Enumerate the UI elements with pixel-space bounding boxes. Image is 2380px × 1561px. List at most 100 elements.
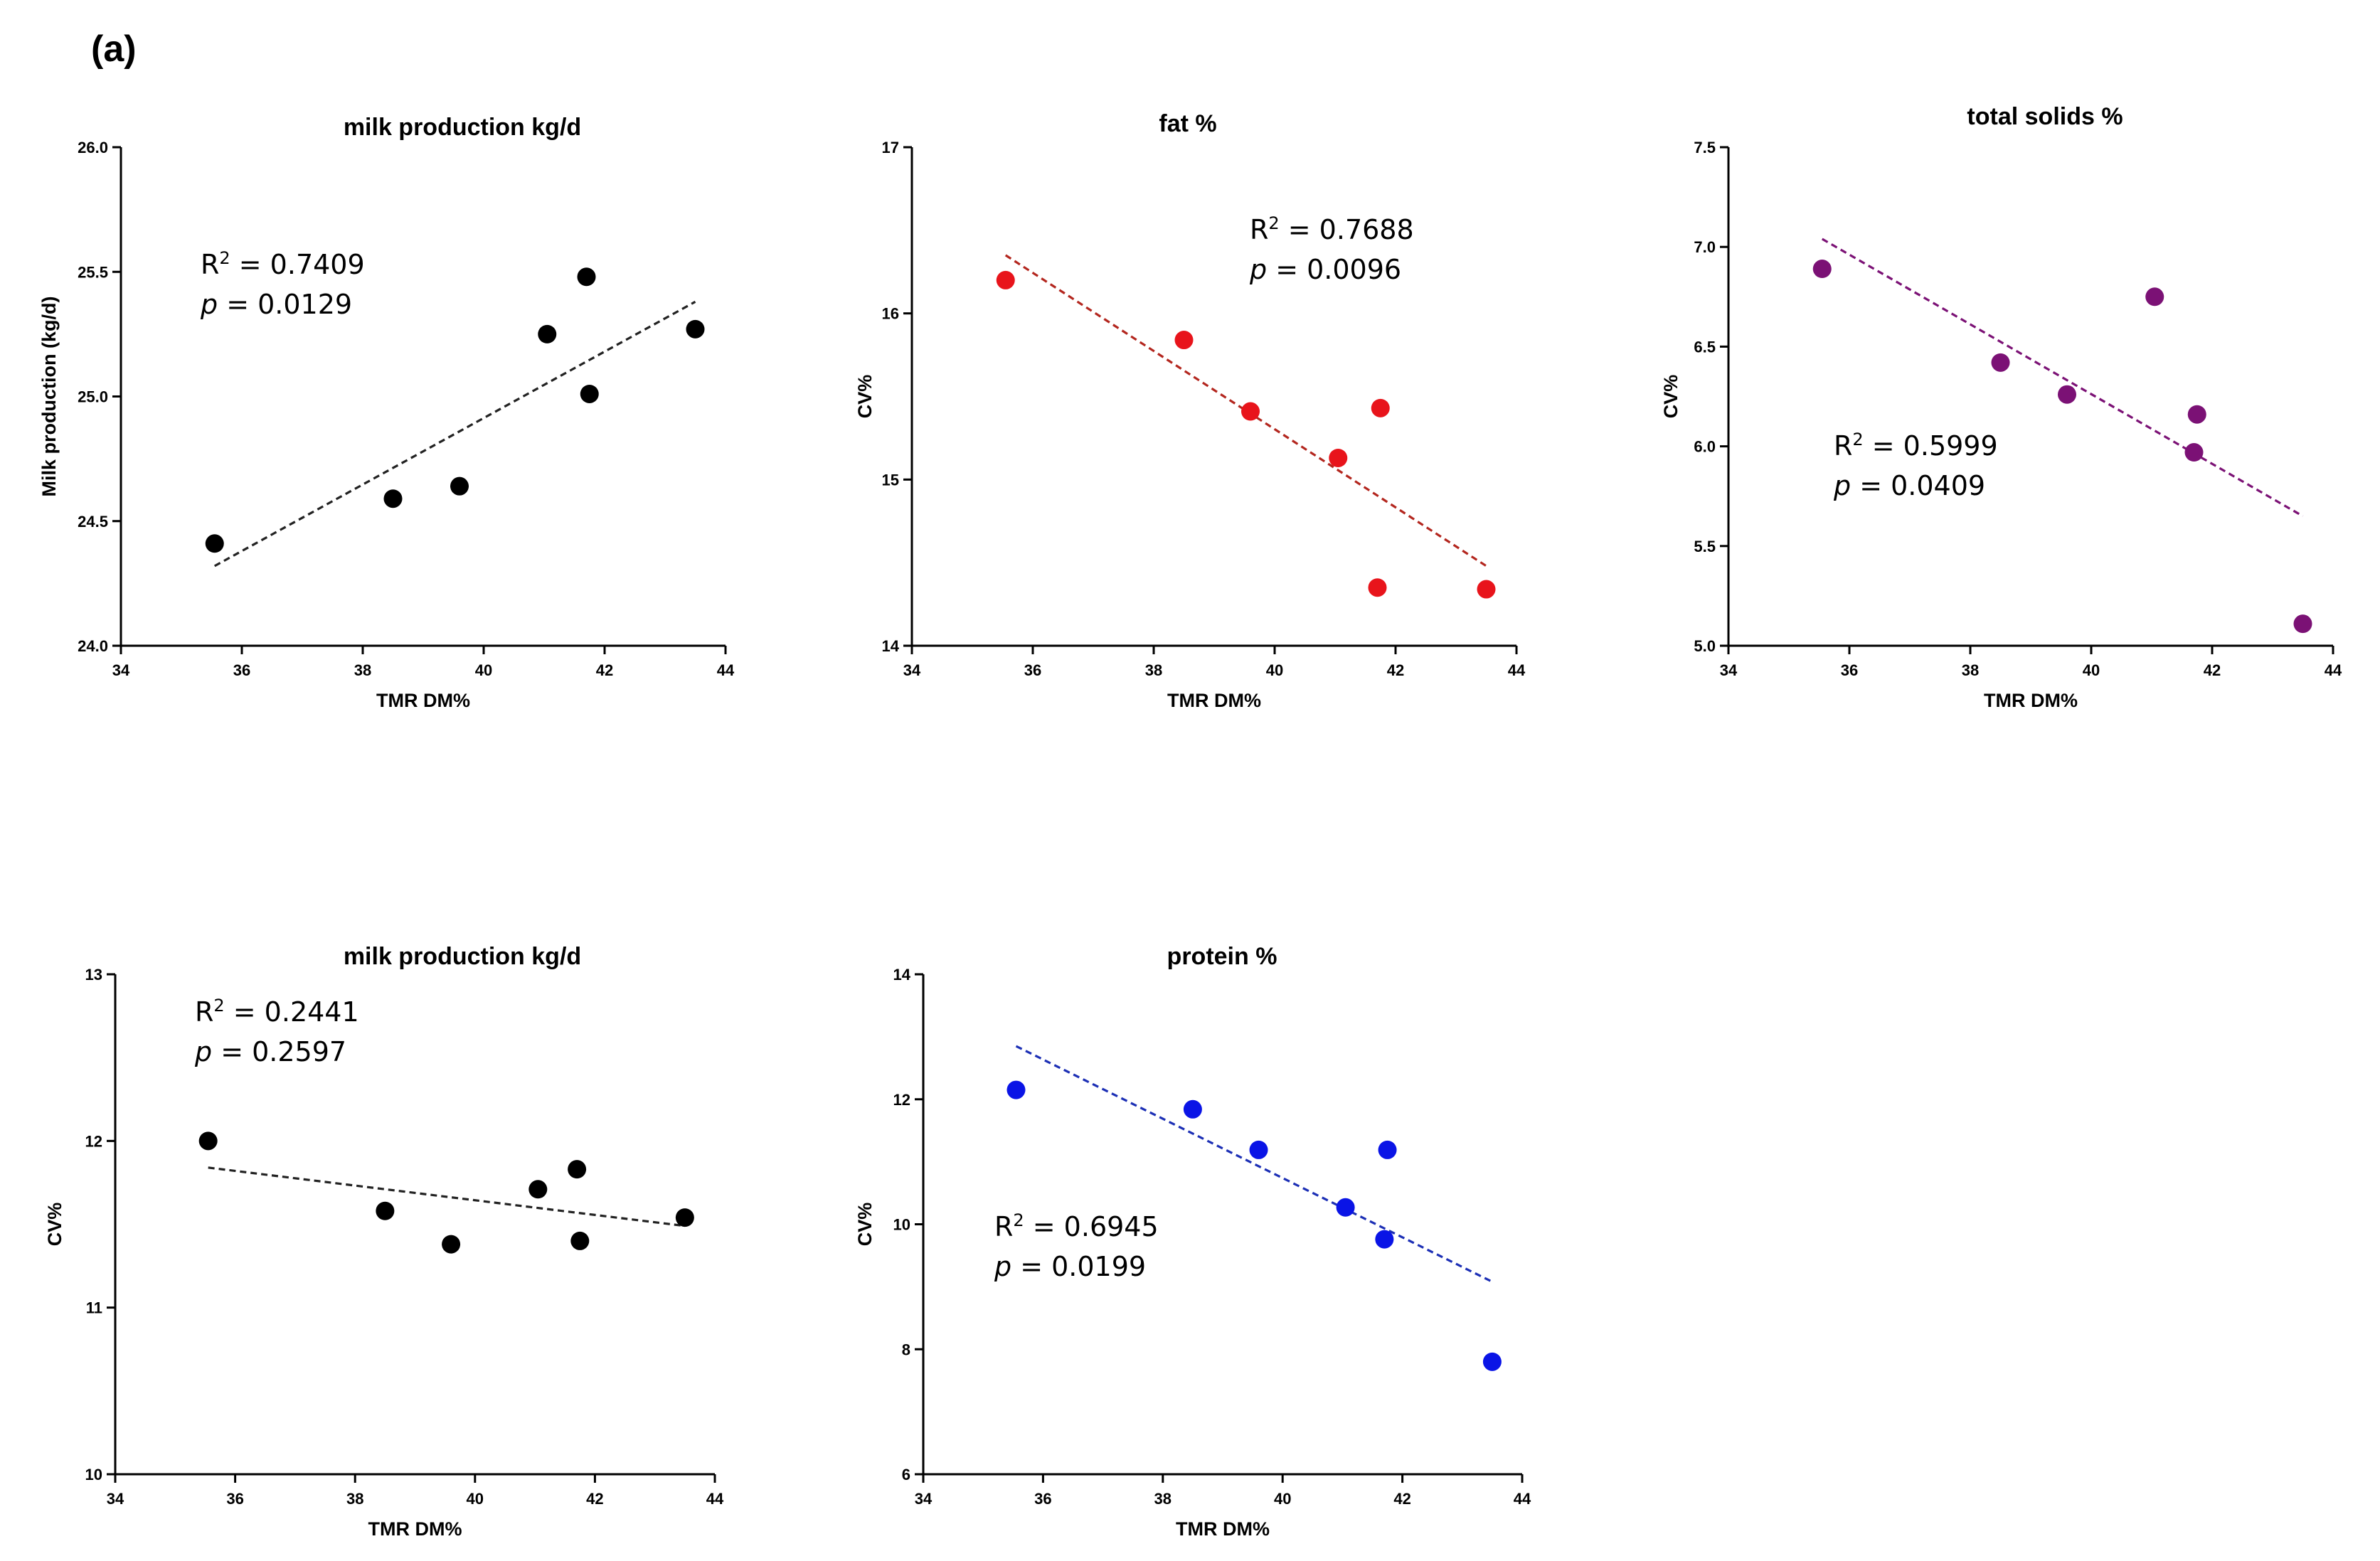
data-point (376, 1201, 395, 1220)
y-tick-label: 14 (882, 637, 900, 655)
data-point (1006, 1080, 1026, 1099)
y-tick-label: 7.5 (1694, 139, 1716, 156)
data-point (2145, 287, 2164, 307)
x-tick-label: 44 (706, 1490, 724, 1508)
y-tick-label: 24.0 (78, 637, 108, 655)
x-tick-label: 40 (1266, 661, 1283, 679)
p-value-label: p = 0.2597 (194, 1036, 346, 1067)
regression-line (213, 300, 696, 568)
data-point (1368, 578, 1387, 597)
x-tick-label: 40 (475, 661, 492, 679)
y-tick-label: 5.0 (1694, 637, 1716, 655)
y-tick-label: 15 (882, 471, 899, 489)
x-tick-label: 44 (717, 661, 735, 679)
x-tick-label: 42 (596, 661, 613, 679)
data-point (1482, 1352, 1502, 1371)
x-tick-label: 34 (112, 661, 130, 679)
data-point (538, 324, 557, 343)
x-tick-label: 36 (226, 1490, 243, 1508)
y-tick-label: 6.5 (1694, 338, 1716, 356)
chart-1: milk production kg/d 34 36 38 40 42 44 24.0 24.5… (38, 114, 735, 711)
x-tick-label: 34 (903, 661, 921, 679)
data-point (1477, 580, 1496, 599)
regression-line (208, 1166, 686, 1227)
data-point (1812, 260, 1832, 279)
p-value-label: p = 0.0129 (200, 289, 352, 320)
data-point (198, 1131, 218, 1151)
chart-title: protein % (1167, 943, 1277, 970)
data-point (1183, 1099, 1202, 1119)
x-tick-label: 36 (233, 661, 250, 679)
chart-title: fat % (1159, 110, 1216, 137)
y-tick-label: 7.0 (1694, 238, 1716, 256)
regression-line (1821, 238, 2304, 518)
x-tick-label: 38 (1154, 1490, 1172, 1508)
x-tick-label: 42 (1387, 661, 1404, 679)
data-point (450, 476, 469, 496)
y-tick-label: 12 (893, 1091, 910, 1109)
y-tick-label: 8 (902, 1341, 910, 1358)
charts-container: milk production kg/d 34 36 38 40 42 44 24.0 24.5… (38, 103, 2342, 1540)
chart-title: milk production kg/d (344, 943, 581, 970)
data-point (205, 534, 224, 553)
y-axis-label: CV% (854, 1203, 876, 1247)
x-tick-label: 34 (107, 1490, 124, 1508)
r-squared-label: R2 = 0.7409 (201, 248, 365, 280)
x-tick-label: 38 (1962, 661, 1979, 679)
data-point (1371, 398, 1390, 417)
y-tick-label: 12 (85, 1132, 102, 1150)
data-point (996, 270, 1015, 289)
r-squared-label: R2 = 0.7688 (1250, 213, 1414, 245)
chart-5: protein % 34 36 38 40 42 44 6 8 10 12 14 TMR DM% CV% R… (854, 943, 1531, 1540)
x-tick-label: 44 (1508, 661, 1526, 679)
data-point (686, 319, 705, 339)
data-point (1378, 1140, 1397, 1159)
data-point (2184, 443, 2204, 462)
x-axis-label: TMR DM% (1176, 1518, 1270, 1540)
y-tick-label: 6 (902, 1466, 910, 1483)
regression-line (1015, 1045, 1493, 1283)
r-squared-label: R2 = 0.6945 (994, 1210, 1159, 1242)
data-point (580, 384, 599, 403)
data-point (570, 1231, 590, 1250)
p-value-label: p = 0.0199 (994, 1251, 1146, 1282)
x-tick-label: 40 (1274, 1490, 1291, 1508)
data-point (1174, 331, 1194, 350)
data-point (1329, 448, 1348, 467)
x-tick-label: 44 (2325, 661, 2342, 679)
chart-2: fat % 34 36 38 40 42 44 14 15 16 17 TMR DM% CV% R2 = … (854, 110, 1526, 711)
data-point (2293, 614, 2312, 634)
x-tick-label: 40 (467, 1490, 484, 1508)
y-tick-label: 6.0 (1694, 438, 1716, 456)
data-point (1375, 1230, 1394, 1249)
data-point (1241, 402, 1260, 421)
x-axis-label: TMR DM% (1984, 690, 2078, 711)
x-tick-label: 38 (346, 1490, 363, 1508)
x-tick-label: 42 (1393, 1490, 1411, 1508)
y-tick-label: 10 (893, 1216, 910, 1234)
y-axis-label: CV% (854, 375, 876, 419)
p-value-label: p = 0.0409 (1833, 470, 1985, 501)
x-axis-label: TMR DM% (1167, 690, 1261, 711)
x-axis-label: TMR DM% (368, 1518, 462, 1540)
chart-title: milk production kg/d (344, 114, 581, 141)
data-point (568, 1160, 587, 1179)
y-tick-label: 5.5 (1694, 538, 1716, 555)
data-point (1249, 1140, 1268, 1159)
x-tick-label: 42 (2204, 661, 2221, 679)
y-tick-label: 25.5 (78, 263, 108, 281)
y-tick-label: 24.5 (78, 513, 108, 531)
x-tick-label: 42 (586, 1490, 603, 1508)
x-tick-label: 36 (1841, 661, 1858, 679)
x-axis-label: TMR DM% (376, 690, 470, 711)
y-tick-label: 26.0 (78, 139, 108, 156)
data-point (1991, 353, 2010, 372)
x-tick-label: 36 (1034, 1490, 1051, 1508)
x-tick-label: 34 (915, 1490, 933, 1508)
panel-label: (a) (91, 28, 137, 70)
data-point (528, 1180, 548, 1199)
data-point (2058, 385, 2076, 404)
y-axis-label: Milk production (kg/d) (38, 297, 60, 497)
x-tick-label: 34 (1720, 661, 1738, 679)
